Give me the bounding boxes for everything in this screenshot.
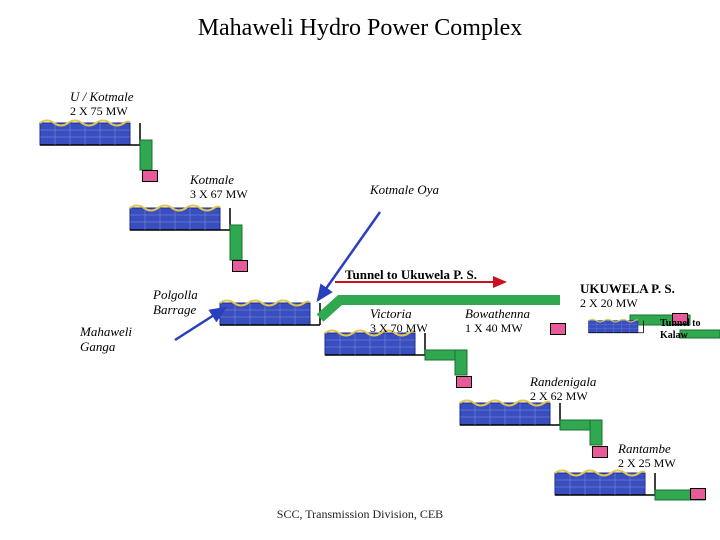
label-mahaweli-ganga: Mahaweli Ganga bbox=[80, 325, 150, 355]
reservoir-polgolla bbox=[220, 301, 320, 326]
powerhouse-icon bbox=[592, 446, 608, 458]
label-rantambe: Rantambe 2 X 25 MW bbox=[618, 442, 676, 471]
label-ukuwela: UKUWELA P. S. 2 X 20 MW bbox=[580, 282, 675, 311]
page-title: Mahaweli Hydro Power Complex bbox=[0, 15, 720, 42]
powerhouse-icon bbox=[456, 376, 472, 388]
reservoir-randenigala bbox=[460, 401, 560, 426]
reservoir-rantambe bbox=[555, 471, 655, 496]
label-bowathenna: Bowathenna 1 X 40 MW bbox=[465, 307, 530, 336]
powerhouse-icon bbox=[550, 323, 566, 335]
reservoir-u-kotmale bbox=[40, 121, 140, 146]
label-polgolla: Polgolla Barrage bbox=[153, 288, 223, 318]
reservoir-kotmale bbox=[130, 206, 230, 231]
label-kotmale: Kotmale 3 X 67 MW bbox=[190, 173, 248, 202]
label-tunnel-ukuwela: Tunnel to Ukuwela P. S. bbox=[345, 268, 477, 283]
powerhouse-icon bbox=[690, 488, 706, 500]
footer-text: SCC, Transmission Division, CEB bbox=[0, 507, 720, 522]
powerhouse-icon bbox=[142, 170, 158, 182]
label-tunnel-kalaw: Tunnel to Kalaw bbox=[660, 318, 720, 341]
label-u-kotmale: U / Kotmale 2 X 75 MW bbox=[70, 90, 134, 119]
label-victoria: Victoria 3 X 70 MW bbox=[370, 307, 428, 336]
powerhouse-icon bbox=[232, 260, 248, 272]
label-kotmale-oya: Kotmale Oya bbox=[370, 183, 439, 198]
label-randenigala: Randenigala 2 X 62 MW bbox=[530, 375, 596, 404]
